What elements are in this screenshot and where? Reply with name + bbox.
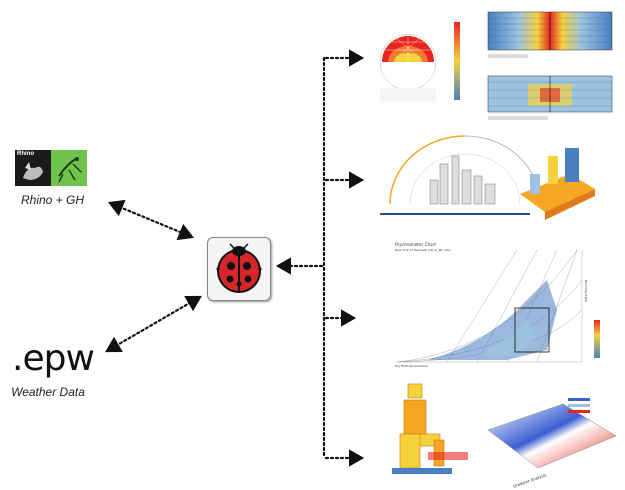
psychro-title: Psychrometric Chart [395, 242, 436, 247]
psychro-subtitle: New York J F Kennedy Intl Ar_NY_USA [395, 248, 451, 252]
ladybug-icon [216, 243, 262, 293]
arrow-rhino-ladybug [107, 199, 195, 241]
city-buildings [429, 155, 496, 205]
rhino-icon [23, 162, 43, 180]
psychro-right-axis-label: Humidity Ratio [584, 280, 588, 303]
psychro-x-label: Dry Bulb Temperature [395, 364, 428, 368]
grasshopper-logo [51, 150, 87, 186]
ladybug-node [207, 237, 271, 301]
psychro-legend [594, 320, 600, 358]
comfort-polygon [514, 307, 550, 353]
thermal-comfort-figure [392, 383, 468, 474]
gradient-analysis-plane [487, 398, 617, 469]
grasshopper-icon [58, 157, 82, 183]
annual-heatmap-top [487, 11, 613, 51]
annual-heatmap-bottom [487, 75, 613, 113]
arrow-epw-ladybug [105, 295, 202, 353]
rhino-gh-caption: Rhino + GH [20, 193, 85, 207]
rhino-logo: Rhino [15, 150, 51, 186]
weather-data-caption: Weather Data [11, 385, 85, 399]
city-heatmap-model [520, 148, 595, 220]
rhino-logo-text: Rhino [17, 151, 34, 157]
rhino-gh-node: Rhino [15, 150, 87, 200]
comfort-and-gradient [392, 383, 617, 474]
psychrometric-chart: Psychrometric Chart New York J F Kennedy… [387, 240, 609, 370]
epw-extension: .epw [12, 338, 95, 379]
radiation-charts [379, 11, 613, 120]
sunpath-dome [379, 33, 437, 102]
city-models [380, 135, 595, 220]
sunpath-legend [454, 22, 460, 100]
